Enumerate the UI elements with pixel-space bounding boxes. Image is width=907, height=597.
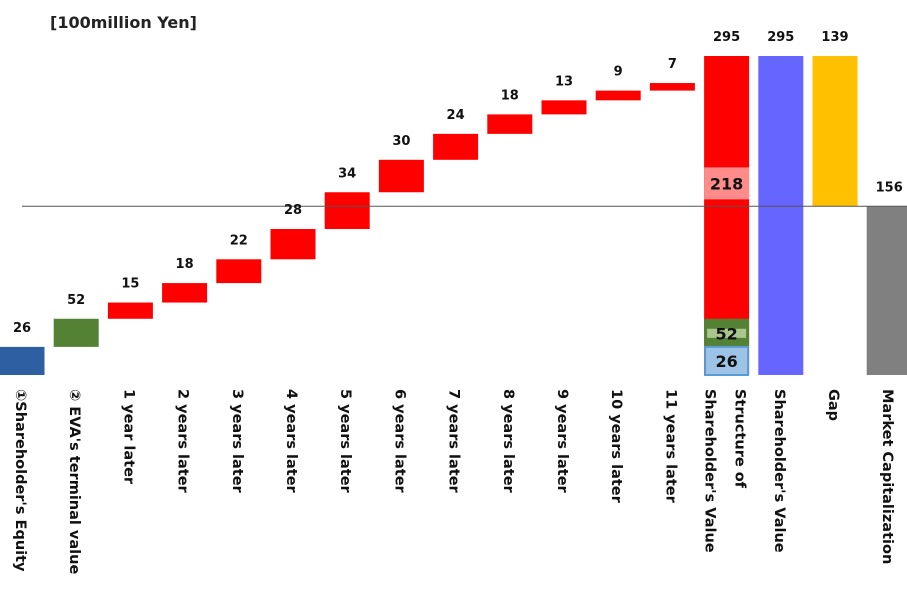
value-label-y10: 9 bbox=[614, 65, 623, 80]
category-label-y7: 7 years later bbox=[446, 389, 462, 494]
value-label-y11: 7 bbox=[668, 57, 677, 72]
category-label-y5: 5 years later bbox=[337, 389, 353, 494]
category-label-y9: 9 years later bbox=[554, 389, 570, 494]
category-label-y4: 4 years later bbox=[283, 389, 299, 494]
structure-eva-terminal-value: 52 bbox=[715, 324, 737, 343]
bar-y8 bbox=[487, 114, 533, 134]
bar-y10 bbox=[595, 90, 641, 101]
bar-y6 bbox=[378, 159, 424, 193]
category-label-y10: 10 years later bbox=[608, 389, 624, 504]
bar-market_cap bbox=[866, 206, 907, 375]
value-label-eva_terminal: 52 bbox=[67, 293, 85, 308]
unit-label: [100million Yen] bbox=[50, 13, 197, 32]
structure-future-eva-value: 218 bbox=[710, 174, 743, 193]
category-label-y8: 8 years later bbox=[500, 389, 516, 494]
value-label-y8: 18 bbox=[501, 88, 519, 103]
bar-gap bbox=[812, 56, 858, 207]
category-label-shareholders_value: Shareholder's Value bbox=[771, 389, 787, 553]
value-label-y7: 24 bbox=[447, 108, 465, 123]
category-label-y1: 1 year later bbox=[120, 389, 136, 485]
category-label-y11: 11 years later bbox=[662, 389, 678, 504]
category-label-eva_terminal: ② EVA's terminal value bbox=[66, 389, 82, 574]
value-label-gap: 139 bbox=[821, 30, 848, 45]
value-label-y5: 34 bbox=[338, 166, 356, 181]
structure-eva-label-box bbox=[707, 328, 747, 338]
bar-y3 bbox=[216, 259, 262, 284]
value-label-y9: 13 bbox=[555, 74, 573, 89]
category-label-structure: Shareholder's Value bbox=[702, 389, 718, 553]
category-label-equity: ①Shareholder's Equity bbox=[12, 389, 28, 572]
structure-equity-segment bbox=[704, 345, 750, 376]
structure-equity-value: 26 bbox=[715, 352, 737, 371]
value-label-y3: 22 bbox=[230, 233, 248, 248]
value-label-y1: 15 bbox=[121, 277, 139, 292]
value-label-y6: 30 bbox=[392, 134, 410, 149]
value-label-market_cap: 156 bbox=[876, 180, 903, 195]
value-label-equity: 26 bbox=[13, 321, 31, 336]
structure-future-eva-label-band bbox=[704, 167, 750, 200]
bar-shareholders_value bbox=[758, 56, 804, 375]
category-label-y6: 6 years later bbox=[391, 389, 407, 494]
bar-y9 bbox=[541, 100, 587, 115]
bar-y1 bbox=[107, 302, 153, 319]
bars-layer bbox=[0, 56, 907, 376]
value-label-shareholders_value: 295 bbox=[767, 30, 794, 45]
category-label-y2: 2 years later bbox=[175, 389, 191, 494]
category-label-gap: Gap bbox=[825, 389, 841, 421]
category-labels-layer: ①Shareholder's Equity ② EVA's terminal va… bbox=[12, 389, 895, 574]
category-label-y3: 3 years later bbox=[229, 389, 245, 494]
category-label-structure: Structure of bbox=[732, 389, 748, 489]
category-label-market_cap: Market Capitalization bbox=[879, 389, 895, 564]
bar-equity bbox=[0, 346, 45, 375]
bar-y4 bbox=[270, 229, 316, 260]
bar-y7 bbox=[433, 133, 479, 160]
bar-eva_terminal bbox=[53, 318, 99, 347]
value-label-y4: 28 bbox=[284, 203, 302, 218]
bar-y5 bbox=[324, 192, 370, 230]
value-label-y2: 18 bbox=[176, 257, 194, 272]
bar-y11 bbox=[649, 83, 695, 91]
bar-y2 bbox=[162, 283, 208, 303]
value-label-structure: 295 bbox=[713, 30, 740, 45]
